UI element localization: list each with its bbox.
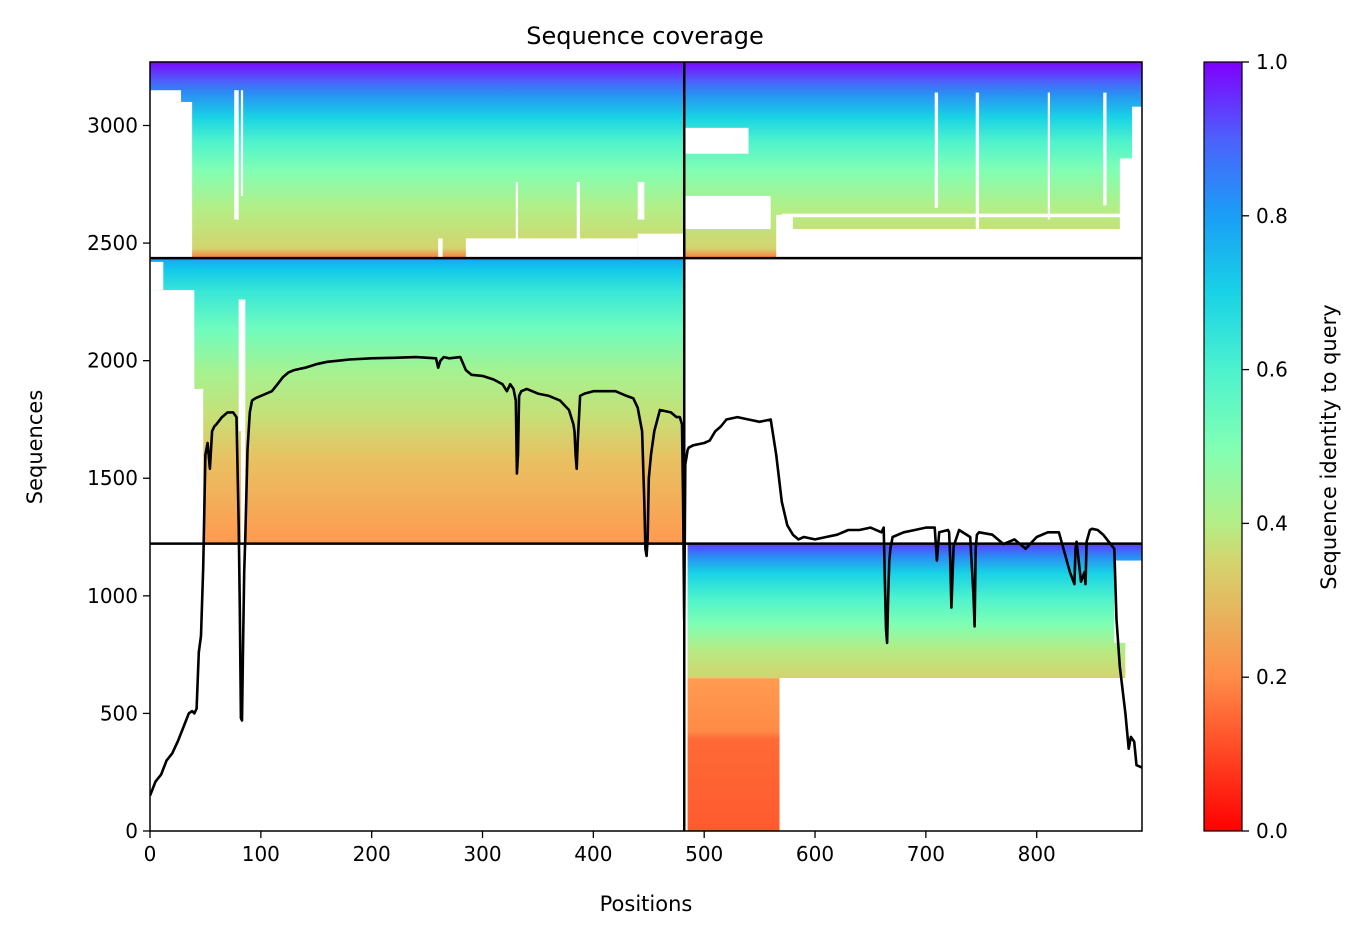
colorbar <box>1203 61 1243 832</box>
coverage-gap <box>1047 92 1051 220</box>
coverage-gap <box>637 233 685 258</box>
x-tick-label: 500 <box>685 842 723 866</box>
x-tick-label: 400 <box>574 842 612 866</box>
x-tick-label: 600 <box>796 842 834 866</box>
coverage-gap <box>779 678 1142 831</box>
coverage-gap <box>234 90 239 220</box>
chain2-low-block <box>684 678 780 831</box>
x-tick-label: 200 <box>353 842 391 866</box>
chain2-block <box>684 543 1142 679</box>
colorbar-label: Sequence identity to query <box>1317 304 1341 589</box>
coverage-gap <box>1103 92 1107 206</box>
coverage-gap <box>515 181 518 244</box>
y-tick-label: 2000 <box>87 349 138 373</box>
coverage-gap <box>975 92 980 229</box>
colorbar-tick-label: 0.0 <box>1256 819 1288 843</box>
x-tick-label: 300 <box>463 842 501 866</box>
colorbar-axis: 0.0 0.2 0.4 0.6 0.8 1.0 <box>1242 50 1288 843</box>
coverage-gap <box>1114 560 1142 643</box>
x-tick-label: 800 <box>1018 842 1056 866</box>
coverage-gap <box>465 238 638 258</box>
coverage-gap <box>150 388 204 544</box>
x-tick-label: 700 <box>907 842 945 866</box>
coverage-gap <box>684 543 688 831</box>
x-axis: 0 100 200 300 400 500 600 700 800 <box>144 831 1056 866</box>
x-tick-label: 100 <box>242 842 280 866</box>
coverage-gap <box>781 213 1126 218</box>
coverage-line <box>150 355 1142 797</box>
coverage-gap <box>1119 158 1142 259</box>
y-tick-label: 1500 <box>87 466 138 490</box>
y-tick-label: 3000 <box>87 113 138 137</box>
msa-heatmap <box>150 62 1142 831</box>
colorbar-tick-label: 1.0 <box>1256 50 1288 74</box>
colorbar-tick-label: 0.6 <box>1256 358 1288 382</box>
coverage-gap <box>438 238 443 258</box>
x-axis-label: Positions <box>600 892 693 916</box>
y-axis-label: Sequences <box>23 390 47 505</box>
coverage-gap <box>684 196 771 229</box>
coverage-gap <box>240 90 244 197</box>
coverage-gap <box>181 149 188 197</box>
chain1-block <box>150 258 685 544</box>
coverage-gap <box>776 214 793 229</box>
coverage-gap <box>684 127 749 154</box>
coverage-gap <box>934 92 939 208</box>
y-tick-label: 2500 <box>87 231 138 255</box>
paired-block <box>150 62 1142 259</box>
y-axis: 0 500 1000 1500 2000 2500 3000 <box>87 113 150 843</box>
coverage-gap <box>240 431 246 544</box>
y-tick-label: 1000 <box>87 584 138 608</box>
colorbar-tick-label: 0.8 <box>1256 204 1288 228</box>
coverage-series <box>150 355 1142 797</box>
colorbar-tick-label: 0.2 <box>1256 665 1288 689</box>
colorbar-tick-label: 0.4 <box>1256 511 1288 535</box>
coverage-gap <box>1125 642 1142 679</box>
coverage-gap <box>779 722 816 742</box>
y-tick-label: 0 <box>125 819 138 843</box>
plot-frame <box>149 61 1143 832</box>
chart-title: Sequence coverage <box>526 22 763 50</box>
coverage-gap <box>1132 106 1142 159</box>
coverage-gap <box>238 299 246 432</box>
coverage-gap <box>776 228 1142 258</box>
coverage-gap <box>576 181 581 244</box>
y-tick-label: 500 <box>100 701 138 725</box>
coverage-gap <box>637 181 645 220</box>
x-tick-label: 0 <box>144 842 157 866</box>
coverage-gap <box>150 261 164 291</box>
